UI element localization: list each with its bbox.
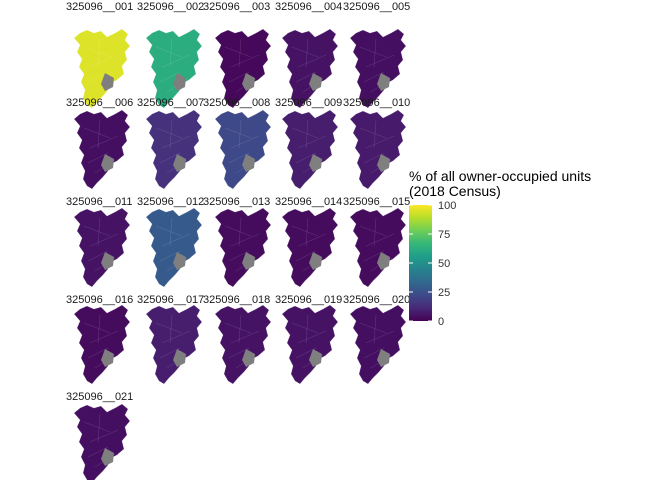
- facet-boundaries: [359, 38, 395, 93]
- facet-map-area: [145, 28, 203, 109]
- facet-label: 325096__015: [343, 196, 410, 208]
- facet-na-area: [377, 73, 390, 91]
- facet-na-area: [242, 252, 255, 270]
- facet-map-area: [214, 28, 272, 109]
- facet-map-area: [145, 207, 203, 288]
- facet-na-area: [377, 154, 390, 172]
- legend-tick-label: 75: [438, 229, 450, 241]
- facet-na-area: [173, 154, 186, 172]
- facet-label: 325096__018: [203, 294, 270, 306]
- facet-label: 325096__020: [343, 294, 410, 306]
- facet-label: 325096__017: [137, 294, 204, 306]
- facet-boundaries: [155, 314, 191, 369]
- facet-na-area: [377, 252, 390, 270]
- facet-map-area: [73, 403, 131, 480]
- facet-boundaries: [83, 119, 119, 174]
- facet-map-area: [73, 207, 131, 288]
- facet-label: 325096__006: [66, 97, 133, 109]
- facet-na-area: [309, 154, 322, 172]
- facet-label: 325096__012: [137, 196, 204, 208]
- facet-boundaries: [291, 119, 327, 174]
- facet-na-area: [173, 252, 186, 270]
- facet-label: 325096__007: [137, 97, 204, 109]
- facet-label: 325096__004: [275, 1, 342, 13]
- facet-label: 325096__013: [203, 196, 270, 208]
- facet-boundaries: [224, 38, 260, 93]
- facet-na-area: [101, 349, 114, 367]
- facet-na-area: [173, 349, 186, 367]
- facet-boundaries: [224, 314, 260, 369]
- facet-map-area: [281, 304, 339, 385]
- facet-map-area: [349, 28, 407, 109]
- facet-boundaries: [224, 119, 260, 174]
- facet-boundaries: [359, 119, 395, 174]
- legend: % of all owner-occupied units (2018 Cens…: [409, 168, 591, 328]
- facet-map-area: [73, 304, 131, 385]
- legend-tick-label: 25: [438, 287, 450, 299]
- legend-tick-label: 0: [438, 316, 444, 328]
- facet-map-area: [214, 304, 272, 385]
- facet-label: 325096__014: [275, 196, 342, 208]
- facet-na-area: [242, 154, 255, 172]
- facet-na-area: [242, 73, 255, 91]
- facet-na-area: [309, 349, 322, 367]
- facet-na-area: [309, 73, 322, 91]
- facet-map-area: [349, 207, 407, 288]
- facet-boundaries: [291, 217, 327, 272]
- facet-boundaries: [83, 413, 119, 468]
- facet-map-area: [349, 304, 407, 385]
- facet-na-area: [242, 349, 255, 367]
- legend-title-line1: % of all owner-occupied units: [409, 168, 591, 184]
- facet-boundaries: [155, 38, 191, 93]
- facet-label: 325096__002: [137, 1, 204, 13]
- facet-na-area: [309, 252, 322, 270]
- facet-na-area: [173, 73, 186, 91]
- facet-label: 325096__003: [203, 1, 270, 13]
- legend-ticks: 0 25 50 75 100: [409, 200, 456, 328]
- legend-colorbar: [409, 205, 432, 321]
- facet-map-area: [281, 28, 339, 109]
- facet-map-area: [145, 304, 203, 385]
- facet-label: 325096__019: [275, 294, 342, 306]
- facet-boundaries: [155, 119, 191, 174]
- facet-label: 325096__011: [66, 196, 132, 208]
- legend-title-line2: (2018 Census): [409, 183, 501, 199]
- legend-tick-label: 50: [438, 258, 450, 270]
- facet-label: 325096__010: [343, 97, 410, 109]
- facet-label: 325096__005: [343, 1, 410, 13]
- facet-map-area: [145, 109, 203, 190]
- facet-na-area: [377, 349, 390, 367]
- facet-map-area: [281, 109, 339, 190]
- facet-boundaries: [155, 217, 191, 272]
- facet-label: 325096__016: [66, 294, 133, 306]
- facet-boundaries: [224, 217, 260, 272]
- facet-na-area: [101, 252, 114, 270]
- facet-na-area: [101, 448, 114, 466]
- facet-label: 325096__008: [203, 97, 270, 109]
- facet-map-area: [214, 207, 272, 288]
- facet-boundaries: [83, 38, 119, 93]
- facet-boundaries: [83, 217, 119, 272]
- facet-label: 325096__001: [66, 1, 133, 13]
- facet-map-area: [349, 109, 407, 190]
- legend-tick-label: 100: [438, 200, 456, 212]
- facet-map-area: [73, 28, 131, 109]
- facet-map-area: [281, 207, 339, 288]
- facet-boundaries: [83, 314, 119, 369]
- facet-map-area: [73, 109, 131, 190]
- facet-map-area: [214, 109, 272, 190]
- facet-na-area: [101, 73, 114, 91]
- facet-label: 325096__009: [275, 97, 342, 109]
- facet-boundaries: [291, 38, 327, 93]
- facet-boundaries: [359, 314, 395, 369]
- facet-label: 325096__021: [66, 391, 133, 403]
- facet-boundaries: [359, 217, 395, 272]
- facet-na-area: [101, 154, 114, 172]
- facet-boundaries: [291, 314, 327, 369]
